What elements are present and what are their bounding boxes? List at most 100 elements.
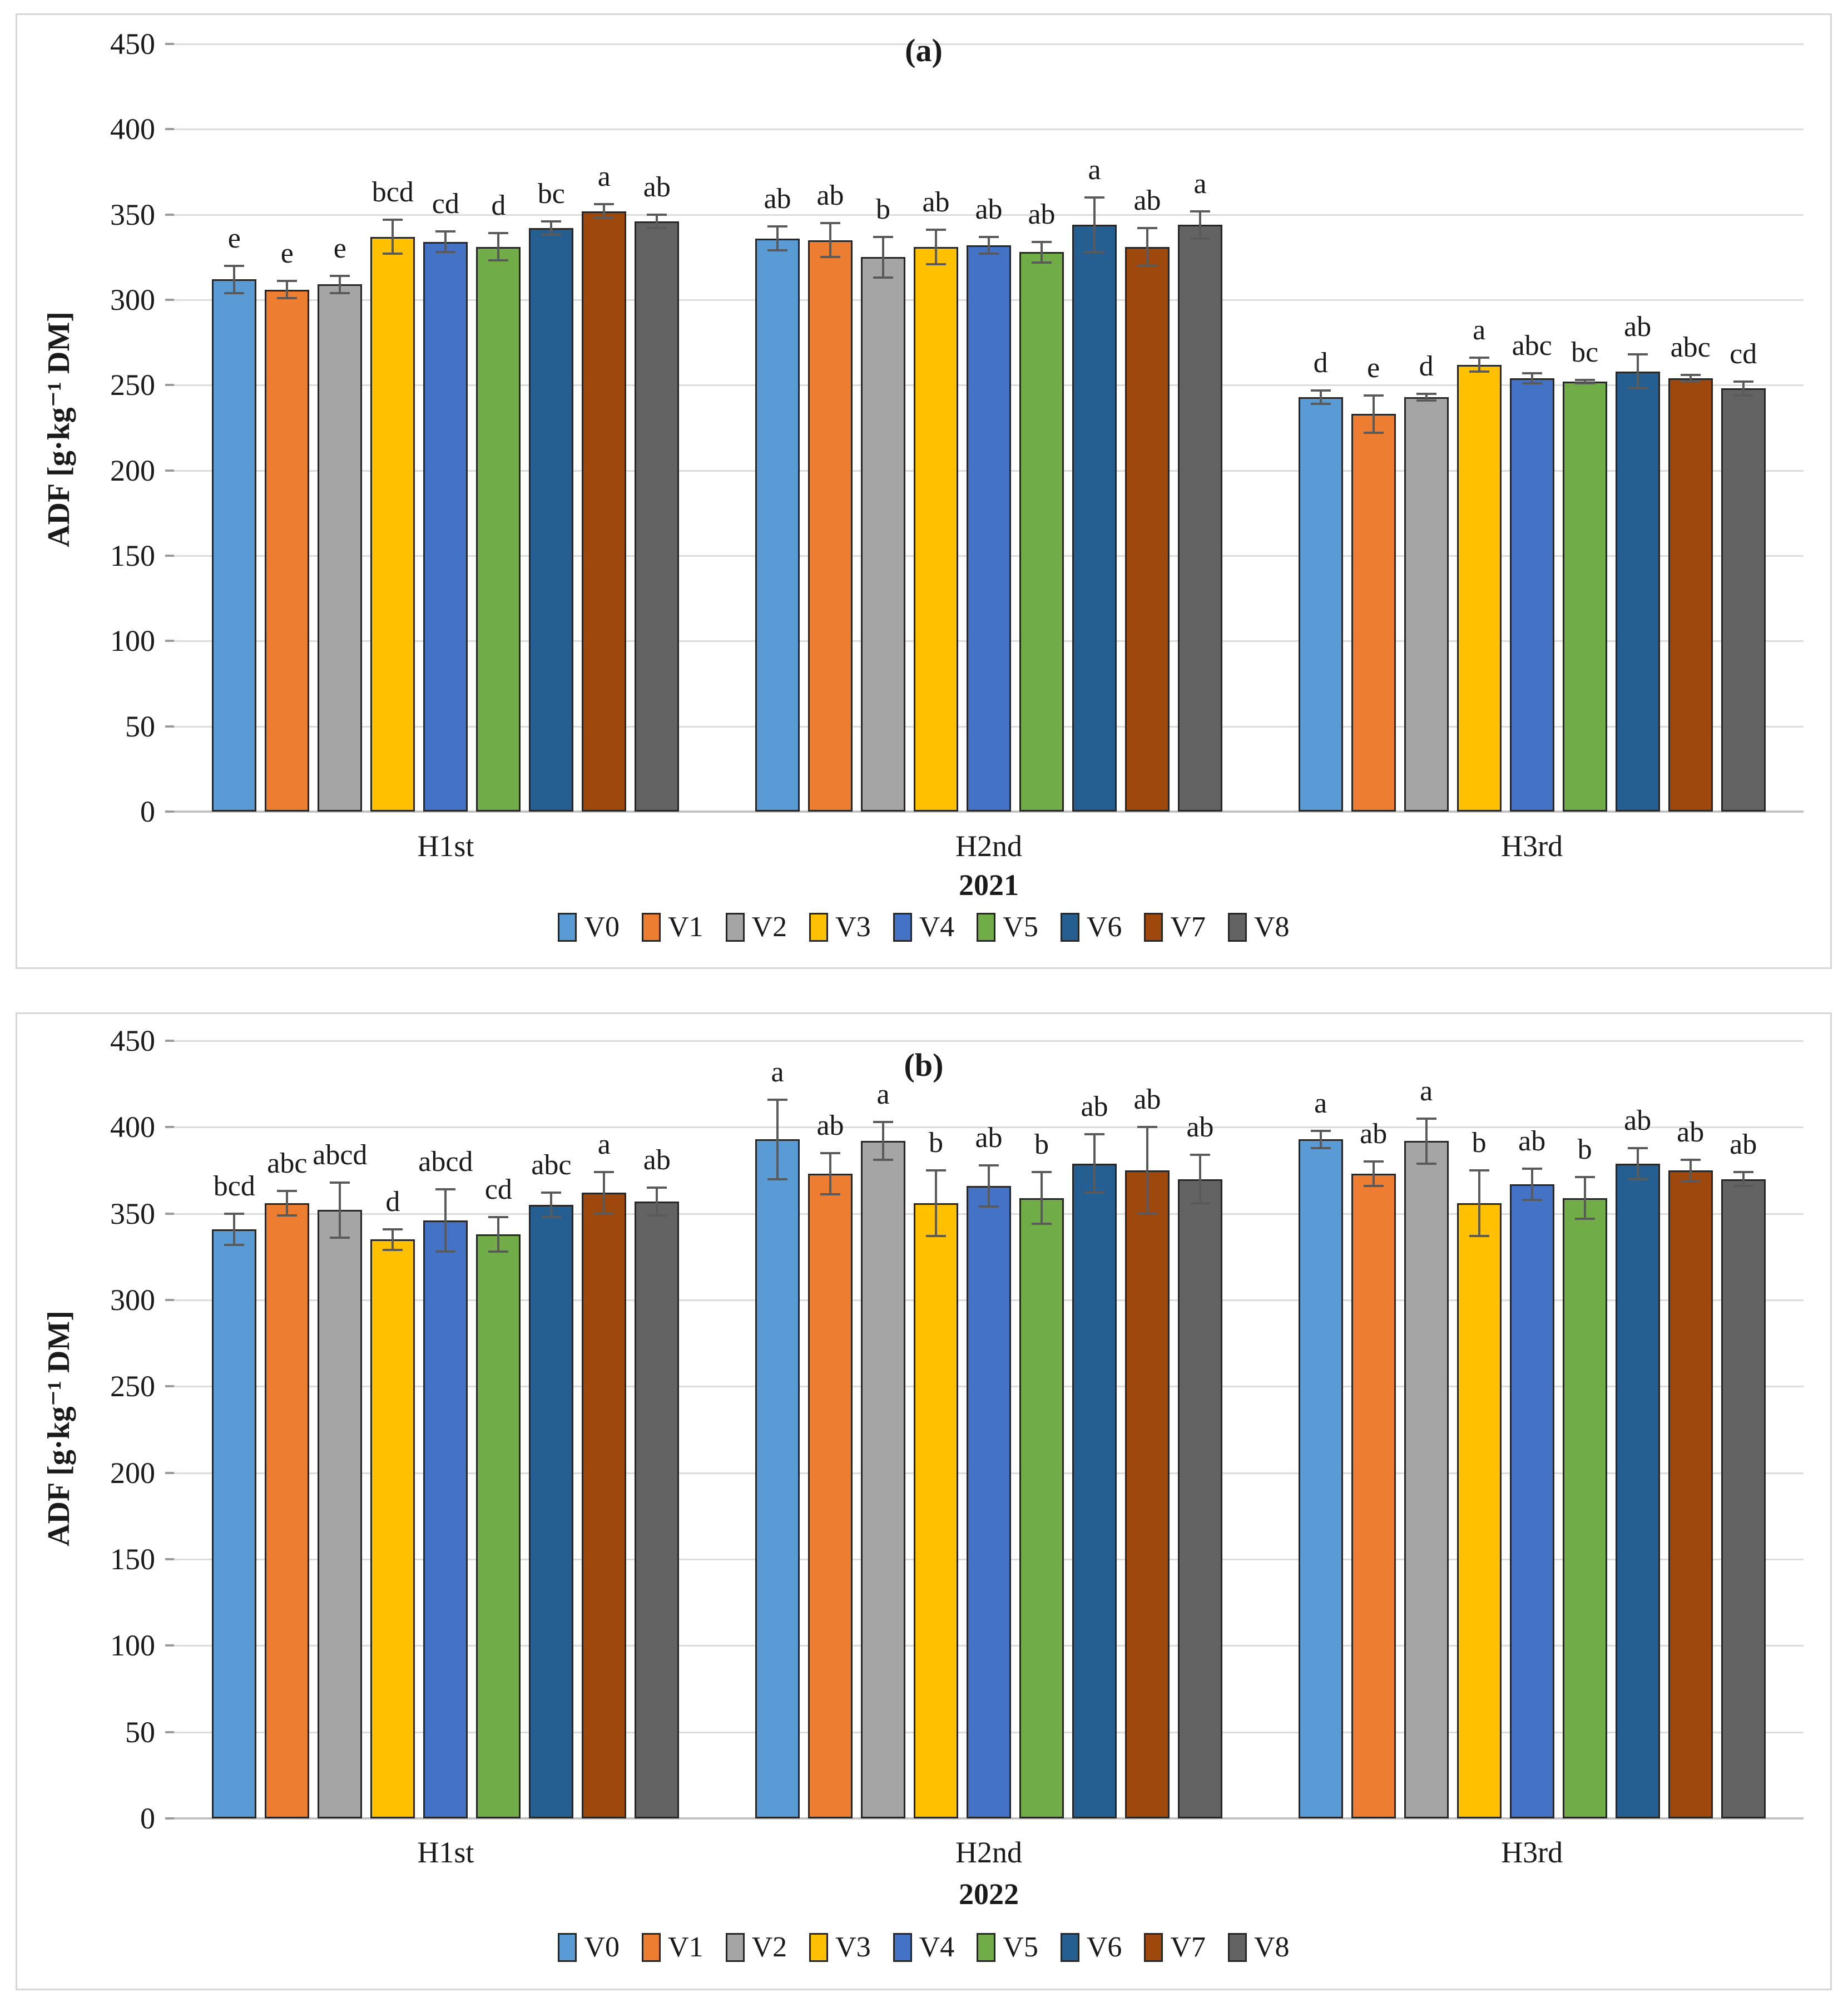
significance-letter: ab	[643, 171, 671, 203]
bar-V5-H1st	[476, 246, 521, 812]
chart-b-plot-area: bcd abc abcd d abcd cd abc a ab a ab a b ab b ab ab ab a ab…	[174, 1040, 1804, 1820]
bar-V0-H1st	[212, 1229, 257, 1818]
y-tick-label: 250	[110, 368, 155, 402]
figure-panel-b: (b) ADF [g·kg⁻¹ DM] bcd abc abcd d abcd cd abc…	[16, 1012, 1832, 1990]
error-bar-cap	[383, 1228, 403, 1230]
error-bar	[1583, 380, 1586, 384]
error-bar	[1372, 395, 1375, 433]
error-bar-cap	[277, 1214, 298, 1217]
legend-swatch-V2	[725, 913, 745, 942]
legend-label: V6	[1086, 911, 1122, 943]
significance-letter: a	[1193, 167, 1207, 200]
significance-letter: abcd	[313, 1139, 368, 1171]
error-bar	[233, 265, 236, 293]
legend-swatch-V3	[809, 1933, 829, 1962]
significance-letter: ab	[1186, 1111, 1214, 1144]
significance-letter: d	[491, 190, 506, 222]
significance-letter: b	[1034, 1129, 1049, 1161]
error-bar	[1530, 373, 1533, 384]
error-bar	[286, 1191, 289, 1215]
significance-letter: b	[929, 1127, 943, 1159]
error-bar-cap	[1363, 394, 1384, 397]
error-bar-cap	[820, 256, 840, 259]
y-tick-mark	[165, 299, 174, 301]
error-bar	[1689, 374, 1692, 382]
y-tick-mark	[165, 1212, 174, 1215]
error-bar-cap	[1469, 1169, 1489, 1171]
significance-letter: ab	[643, 1144, 671, 1176]
error-bar-cap	[1084, 1133, 1104, 1135]
y-tick-mark	[165, 555, 174, 557]
gridline	[174, 214, 1804, 216]
category-label: H3rd	[1501, 829, 1563, 863]
error-bar	[339, 1182, 341, 1238]
category-label: H1st	[417, 829, 474, 863]
bar-V4-H1st	[423, 1220, 468, 1818]
error-bar-cap	[435, 1188, 456, 1191]
significance-letter: d	[385, 1185, 400, 1218]
error-bar	[1093, 1134, 1096, 1193]
error-bar	[392, 1229, 394, 1250]
significance-letter: d	[1419, 350, 1434, 382]
y-tick-label: 400	[110, 1110, 155, 1144]
error-bar-cap	[1310, 1146, 1331, 1149]
legend-item-V1: V1	[642, 1931, 703, 1964]
error-bar-cap	[1032, 240, 1052, 243]
error-bar-cap	[435, 1250, 456, 1253]
error-bar-cap	[1469, 357, 1489, 359]
significance-letter: abc	[1512, 329, 1552, 362]
error-bar-cap	[926, 263, 946, 265]
y-tick-label: 250	[110, 1370, 155, 1403]
y-tick-mark	[165, 1385, 174, 1388]
y-tick-mark	[165, 725, 174, 728]
legend-label: V5	[1003, 1931, 1038, 1963]
bar-V2-H2nd	[861, 257, 905, 812]
error-bar	[1319, 1130, 1322, 1148]
error-bar-cap	[383, 1248, 403, 1251]
error-bar-cap	[1627, 1146, 1648, 1149]
error-bar-cap	[1522, 382, 1542, 385]
significance-letter: e	[1367, 352, 1380, 384]
error-bar	[935, 1170, 937, 1237]
legend-item-V8: V8	[1227, 911, 1290, 944]
year-label: 2022	[959, 1877, 1019, 1911]
y-tick-mark	[165, 1040, 174, 1042]
error-bar	[1742, 382, 1745, 396]
bar-V0-H2nd	[755, 1139, 800, 1818]
legend-swatch-V6	[1060, 1933, 1079, 1962]
legend-swatch-V8	[1227, 1933, 1247, 1962]
y-tick-label: 0	[140, 1802, 155, 1835]
error-bar-cap	[1680, 373, 1701, 376]
error-bar	[776, 226, 779, 251]
error-bar-cap	[1310, 1129, 1331, 1132]
bar-V7-H1st	[582, 211, 627, 812]
bar-V2-H3rd	[1404, 1141, 1449, 1818]
error-bar-cap	[873, 1121, 893, 1123]
y-tick-label: 50	[125, 709, 155, 743]
y-tick-label: 0	[140, 795, 155, 828]
error-bar-cap	[647, 227, 667, 230]
error-bar-cap	[330, 1237, 350, 1239]
error-bar-cap	[1733, 394, 1753, 397]
significance-letter: ab	[1624, 1104, 1652, 1136]
significance-letter: a	[1473, 314, 1486, 347]
error-bar	[1372, 1161, 1375, 1186]
error-bar-cap	[820, 1151, 840, 1154]
bar-V0-H2nd	[755, 238, 800, 812]
error-bar-cap	[383, 253, 403, 255]
bar-V5-H3rd	[1562, 1198, 1607, 1818]
legend-label: V0	[584, 911, 620, 943]
error-bar-cap	[767, 225, 787, 228]
y-tick-label: 300	[110, 283, 155, 317]
error-bar-cap	[1574, 382, 1595, 385]
category-label: H3rd	[1501, 1836, 1563, 1869]
significance-letter: a	[1088, 154, 1101, 186]
bar-V8-H2nd	[1178, 225, 1222, 812]
error-bar	[882, 236, 884, 278]
error-bar-cap	[1522, 1167, 1542, 1170]
significance-letter: e	[280, 238, 294, 270]
legend-item-V0: V0	[558, 911, 620, 944]
error-bar-cap	[488, 1250, 509, 1253]
error-bar	[656, 1188, 658, 1215]
error-bar-cap	[979, 1205, 999, 1208]
